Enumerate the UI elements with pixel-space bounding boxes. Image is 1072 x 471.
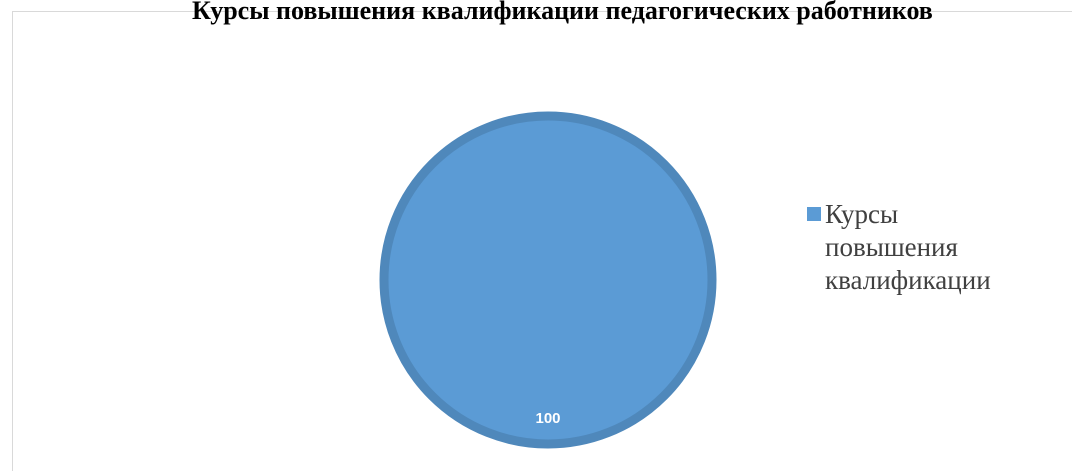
pie-slice: [379, 111, 717, 449]
pie-data-labels: 100: [535, 410, 560, 427]
pie-slices: [379, 111, 717, 449]
legend-swatch: [807, 207, 821, 221]
legend-entry-label: Курсы повышения квалификации: [825, 199, 991, 295]
chart-title: Курсы повышения квалификации педагогичес…: [192, 0, 933, 25]
legend: Курсы повышения квалификации: [807, 198, 1055, 297]
pie-data-label: 100: [535, 410, 560, 427]
chart-area: Курсы повышения квалификации педагогичес…: [12, 0, 1072, 471]
